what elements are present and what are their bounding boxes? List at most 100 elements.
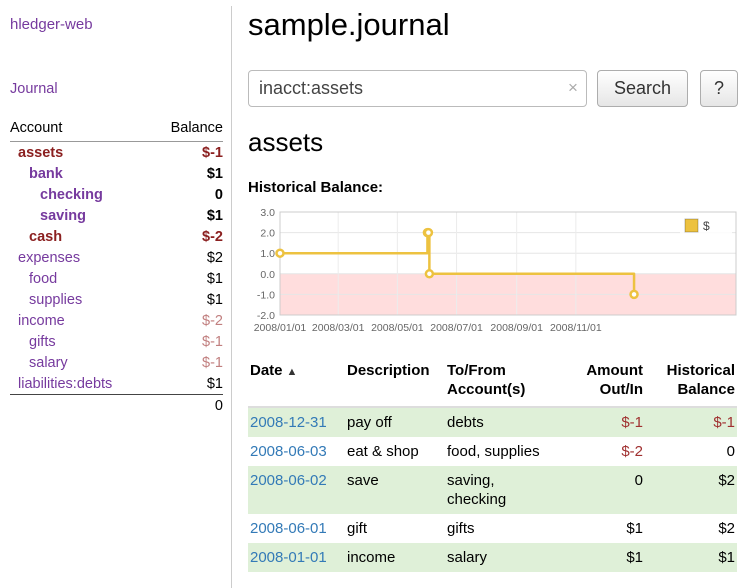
transaction-date-link[interactable]: 2008-06-03 (250, 443, 327, 460)
chart-data-point (629, 289, 639, 300)
accounts-table: Account Balance assets $-1 bank $1 checking 0… (10, 117, 223, 417)
transaction-running-balance: $2 (718, 520, 735, 537)
account-balance: $-1 (202, 333, 223, 350)
register-row: 2008-06-02 save saving, checking 0 $2 (248, 466, 737, 514)
accounts-total-value: 0 (150, 394, 223, 417)
transaction-running-balance: $-1 (645, 407, 737, 437)
account-link-salary[interactable]: salary (29, 354, 68, 371)
legend-label: $ (703, 219, 710, 233)
account-balance: $2 (206, 249, 223, 266)
y-axis-tick-label: 3.0 (260, 207, 275, 219)
transaction-description: pay off (345, 407, 445, 437)
account-link-supplies[interactable]: supplies (29, 291, 83, 308)
account-link-bank[interactable]: bank (29, 165, 63, 182)
accounts-header-balance: Balance (150, 117, 223, 142)
account-link-saving[interactable]: saving (40, 207, 86, 224)
x-axis-tick-label: 2008/05/01 (371, 322, 424, 334)
account-balance: $-1 (202, 144, 223, 161)
account-name-cell: liabilities:debts (10, 373, 151, 395)
transaction-date-link[interactable]: 2008-06-01 (250, 520, 327, 537)
legend-swatch (684, 218, 699, 233)
account-link-checking[interactable]: checking (40, 186, 103, 203)
column-header-label: Date (250, 362, 283, 379)
account-balance: $-2 (202, 312, 223, 329)
chart-container: 3.0 2.0 1.0 0.0 -1.0 -2.0 2008/01/01 2008/03/01… (248, 204, 738, 337)
accounts-header-account: Account (10, 117, 151, 142)
sidebar: hledger-web Journal Account Balance asse… (0, 6, 232, 588)
transaction-date-cell: 2008-01-01 (248, 543, 345, 572)
help-button[interactable]: ? (699, 70, 738, 107)
account-name-cell: gifts (10, 331, 151, 352)
chart-data-point (423, 227, 434, 238)
transaction-running-balance: $1 (645, 543, 737, 572)
register-header-row: Date ▲ Description To/From Account(s) Amount… (248, 361, 737, 408)
account-name-cell: expenses (10, 247, 151, 268)
search-input[interactable] (248, 70, 587, 107)
transaction-date-link[interactable]: 2008-06-02 (250, 472, 327, 489)
transaction-date-link[interactable]: 2008-01-01 (250, 549, 327, 566)
search-bar: × Search ? (248, 70, 738, 107)
y-axis-tick-label: 0.0 (260, 269, 275, 281)
column-header-description: Description (345, 361, 445, 408)
chart-title: Historical Balance: (248, 179, 384, 196)
account-link-income[interactable]: income (18, 312, 65, 329)
account-link-assets[interactable]: assets (18, 144, 64, 161)
transaction-accounts: salary (445, 543, 575, 572)
chart-plot-border (279, 211, 737, 316)
transaction-running-balance: $2 (645, 466, 737, 514)
account-name-cell: food (10, 268, 151, 289)
account-link-food[interactable]: food (29, 270, 58, 287)
account-row: cash $-2 (10, 226, 223, 247)
account-link-cash[interactable]: cash (29, 228, 63, 245)
transaction-accounts: food, supplies (447, 443, 540, 460)
transaction-date-link[interactable]: 2008-12-31 (250, 414, 327, 431)
account-row: assets $-1 (10, 142, 223, 164)
account-name-cell: saving (10, 205, 151, 226)
account-balance: 0 (214, 186, 223, 203)
transaction-date-cell: 2008-06-01 (248, 514, 345, 543)
column-header-label: To/From Account(s) (447, 362, 526, 398)
transaction-amount: $-1 (575, 407, 645, 437)
transaction-description: save (345, 466, 445, 514)
account-row: food $1 (10, 268, 223, 289)
register-table: Date ▲ Description To/From Account(s) Amount… (248, 361, 737, 572)
account-name-cell: cash (10, 226, 151, 247)
transaction-date-cell: 2008-06-02 (248, 466, 345, 514)
account-row: liabilities:debts $1 (10, 373, 223, 395)
chart-data-point (275, 248, 285, 258)
sidebar-item-journal[interactable]: Journal (10, 81, 58, 97)
account-balance: $1 (206, 165, 223, 182)
account-name-cell: checking (10, 184, 151, 205)
account-balance: $1 (206, 270, 223, 287)
account-balance: $1 (206, 375, 223, 392)
register-row: 2008-01-01 income salary $1 $1 (248, 543, 737, 572)
app-brand-link[interactable]: hledger-web (10, 16, 93, 33)
column-header-to: To/From Account(s) (445, 361, 575, 408)
y-axis-tick-label: 2.0 (260, 228, 275, 240)
account-name-cell: supplies (10, 289, 151, 310)
account-link-expenses[interactable]: expenses (18, 249, 81, 266)
account-link-liabilities-debts[interactable]: liabilities:debts (18, 375, 113, 392)
search-box: × (248, 70, 587, 107)
account-link-gifts[interactable]: gifts (29, 333, 56, 350)
account-heading: assets (248, 127, 324, 157)
transaction-description: income (345, 543, 445, 572)
account-row: income $-2 (10, 310, 223, 331)
account-name-cell: bank (10, 163, 151, 184)
x-axis-tick-label: 2008/03/01 (312, 322, 365, 334)
accounts-total-row: 0 (10, 394, 223, 417)
y-axis-tick-label: 1.0 (260, 248, 275, 260)
clear-search-icon[interactable]: × (568, 78, 578, 97)
account-name-cell: income (10, 310, 151, 331)
column-header-amount: Amount Out/In (575, 361, 645, 408)
account-row: bank $1 (10, 163, 223, 184)
transaction-amount: $1 (575, 543, 645, 572)
page-title: sample.journal (248, 7, 450, 42)
x-axis-tick-label: 2008/09/01 (490, 322, 543, 334)
transaction-date-cell: 2008-12-31 (248, 407, 345, 437)
column-header-date[interactable]: Date ▲ (248, 361, 345, 408)
account-row: saving $1 (10, 205, 223, 226)
search-button[interactable]: Search (596, 70, 688, 107)
account-name-cell: salary (10, 352, 151, 373)
